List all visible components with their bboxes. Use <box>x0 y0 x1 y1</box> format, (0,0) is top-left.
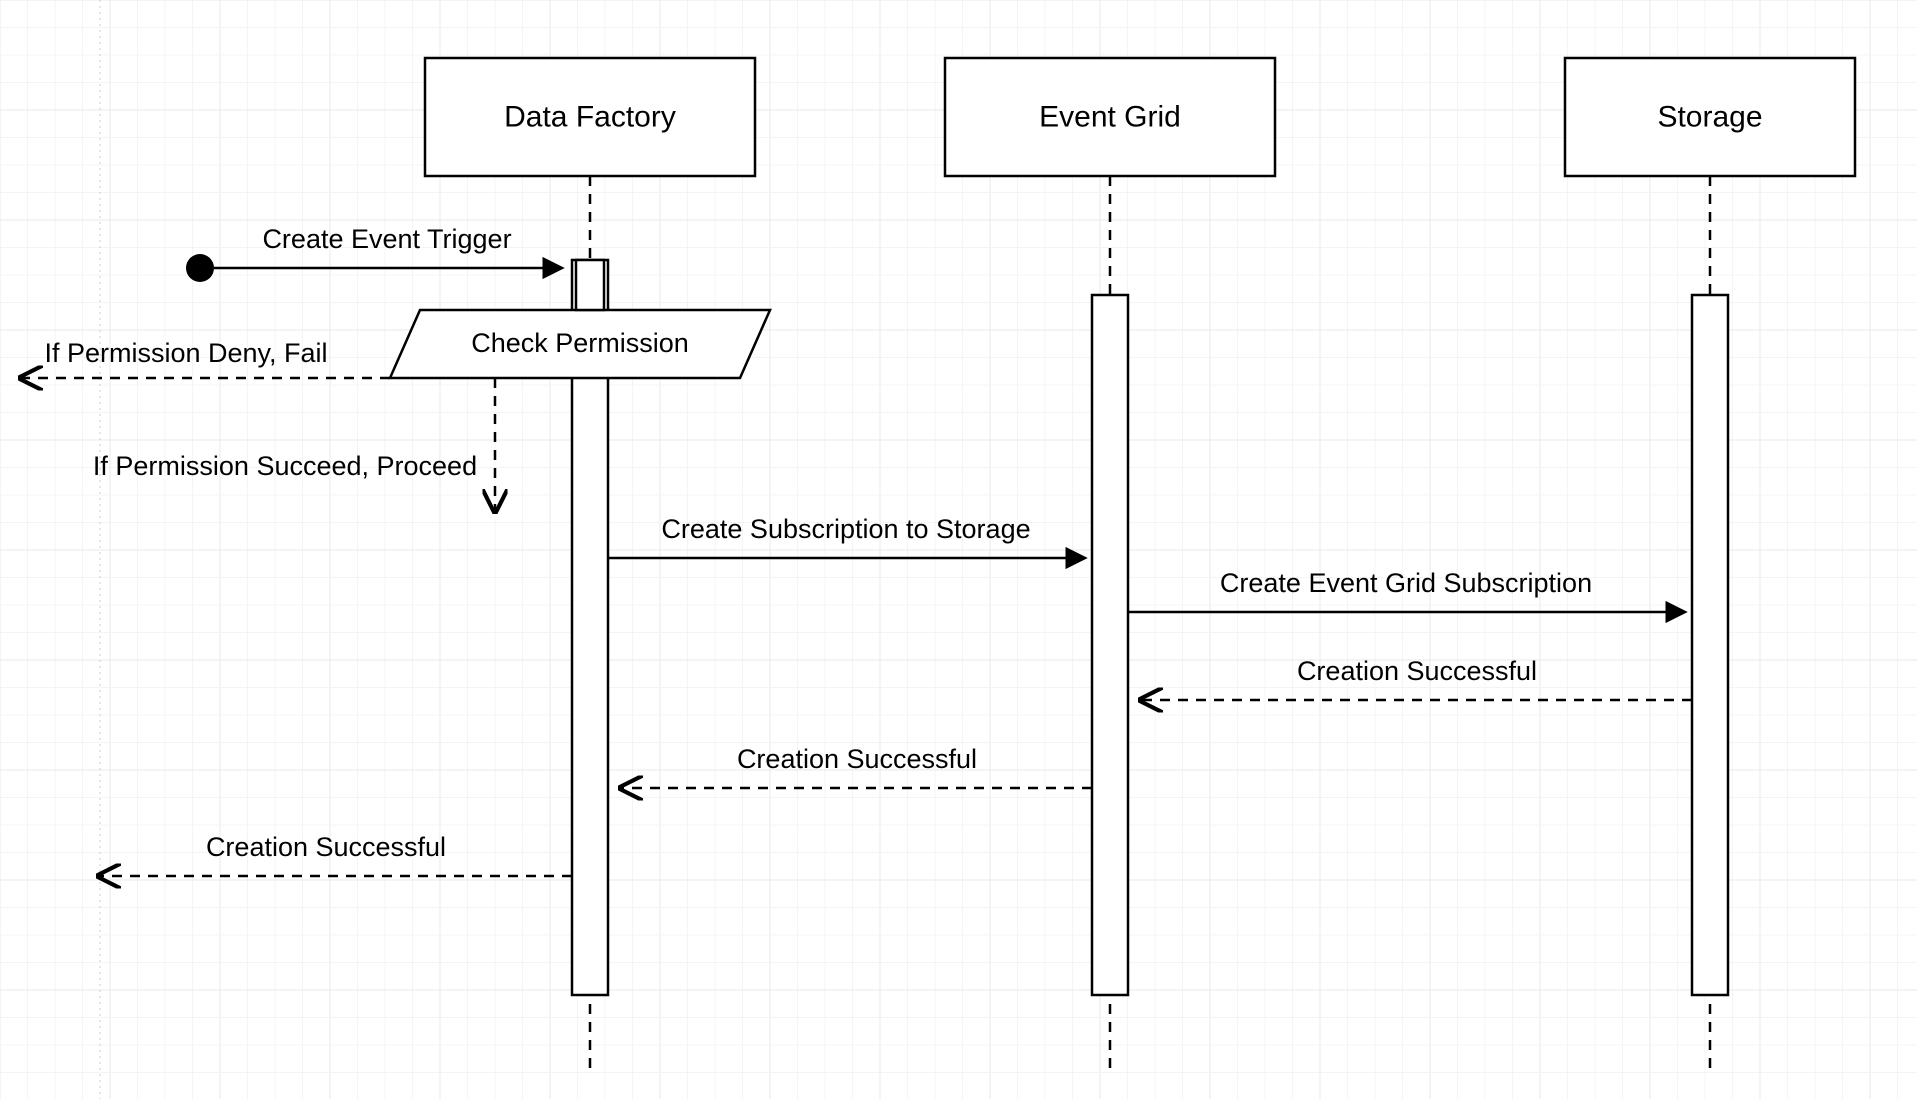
start-node-icon <box>186 254 214 282</box>
message-label-creation_ok_2: Creation Successful <box>737 744 977 774</box>
check-permission-label: Check Permission <box>471 328 689 358</box>
activation-stub-data-factory <box>576 260 604 310</box>
message-label-create_sub_storage: Create Subscription to Storage <box>661 514 1030 544</box>
message-label-creation_ok_1: Creation Successful <box>1297 656 1537 686</box>
self-arrow-permission-succeed-label: If Permission Succeed, Proceed <box>93 451 477 481</box>
participant-label-storage: Storage <box>1657 101 1762 134</box>
sequence-diagram: Data Factory Event Grid Storage Check Perm… <box>0 0 1917 1099</box>
message-label-perm_deny: If Permission Deny, Fail <box>44 338 327 368</box>
activation-event_grid <box>1092 295 1128 995</box>
activation-storage <box>1692 295 1728 995</box>
participant-label-data_factory: Data Factory <box>504 101 676 134</box>
message-label-create_trigger: Create Event Trigger <box>262 224 511 254</box>
activation-layer <box>572 260 1728 995</box>
message-label-create_eg_sub: Create Event Grid Subscription <box>1220 568 1592 598</box>
participant-layer: Data Factory Event Grid Storage <box>425 58 1855 176</box>
participant-label-event_grid: Event Grid <box>1039 101 1181 134</box>
message-label-creation_ok_3: Creation Successful <box>206 832 446 862</box>
